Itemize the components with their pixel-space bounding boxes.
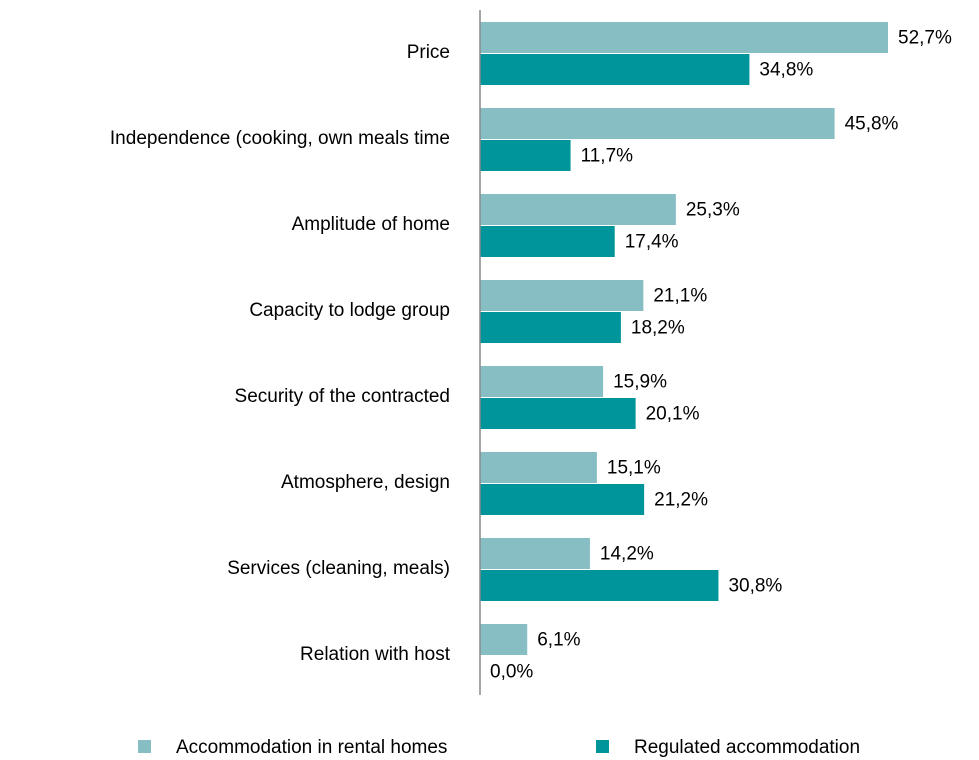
bar xyxy=(480,366,604,397)
bar xyxy=(480,140,571,171)
legend-swatch xyxy=(596,740,609,753)
bar xyxy=(480,280,644,311)
value-label: 30,8% xyxy=(728,576,782,597)
bar xyxy=(480,624,528,655)
value-label: 45,8% xyxy=(845,114,899,135)
value-label: 6,1% xyxy=(537,630,580,651)
value-label: 15,1% xyxy=(607,458,661,479)
value-label: 15,9% xyxy=(613,372,667,393)
category-label: Independence (cooking, own meals time xyxy=(110,128,450,149)
bar xyxy=(480,570,719,601)
legend-label: Regulated accommodation xyxy=(634,737,860,758)
category-label: Services (cleaning, meals) xyxy=(227,558,450,579)
value-label: 17,4% xyxy=(625,232,679,253)
value-label: 25,3% xyxy=(686,200,740,221)
value-label: 11,7% xyxy=(581,146,634,167)
category-label: Capacity to lodge group xyxy=(249,300,450,321)
value-label: 52,7% xyxy=(898,28,952,49)
value-label: 18,2% xyxy=(631,318,685,339)
category-label: Relation with host xyxy=(300,644,451,665)
category-label: Price xyxy=(407,42,450,63)
value-label: 20,1% xyxy=(646,404,700,425)
bar xyxy=(480,194,676,225)
bar xyxy=(480,452,597,483)
legend-label: Accommodation in rental homes xyxy=(176,737,447,758)
category-label: Amplitude of home xyxy=(292,214,450,235)
value-label: 14,2% xyxy=(600,544,654,565)
value-label: 0,0% xyxy=(490,662,533,683)
bar xyxy=(480,398,636,429)
bar xyxy=(480,226,615,257)
bar xyxy=(480,22,888,53)
bar xyxy=(480,108,835,139)
bar xyxy=(480,312,621,343)
value-label: 21,1% xyxy=(653,286,707,307)
legend-swatch xyxy=(138,740,151,753)
category-label: Atmosphere, design xyxy=(281,472,450,493)
bar xyxy=(480,538,590,569)
value-label: 21,2% xyxy=(654,490,708,511)
bar xyxy=(480,54,750,85)
value-label: 34,8% xyxy=(759,60,813,81)
bar xyxy=(480,484,645,515)
category-label: Security of the contracted xyxy=(235,386,450,407)
